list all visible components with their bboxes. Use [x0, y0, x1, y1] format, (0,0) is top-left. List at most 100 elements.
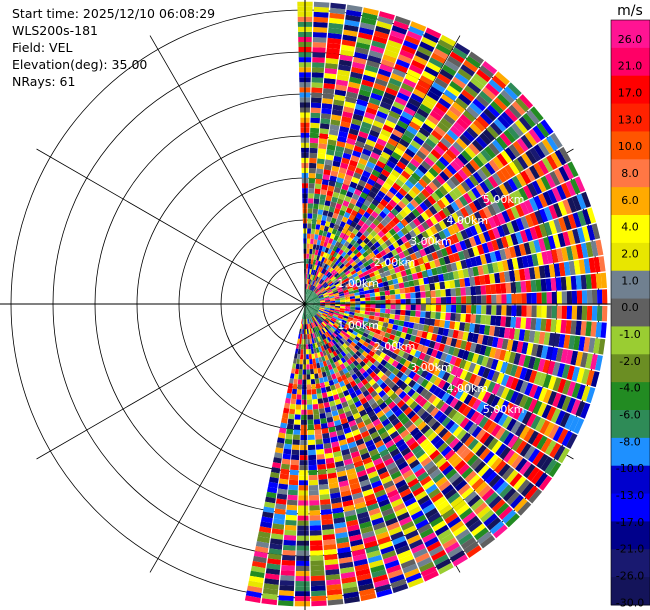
gate-cell [514, 119, 528, 134]
gate-cell [361, 430, 370, 439]
gate-cell [305, 301, 310, 304]
gate-cell [369, 364, 377, 372]
gate-cell [416, 330, 423, 338]
gate-cell [417, 79, 431, 90]
gate-cell [498, 506, 513, 520]
gate-cell [532, 357, 541, 371]
gate-cell [508, 404, 519, 418]
gate-cell [350, 280, 357, 286]
gate-cell [308, 485, 319, 491]
gate-cell [376, 177, 385, 186]
gate-cell [402, 469, 414, 480]
gate-cell [490, 424, 502, 437]
gate-cell [340, 306, 346, 309]
gate-cell [377, 238, 385, 246]
gate-cell [361, 350, 369, 358]
gate-cell [320, 418, 327, 424]
gate-cell [311, 353, 316, 359]
gate-cell [309, 306, 315, 309]
gate-cell [309, 305, 315, 307]
gate-cell [305, 283, 307, 289]
gate-cell [412, 373, 421, 382]
gate-cell [382, 254, 390, 261]
gate-cell [349, 534, 362, 542]
gate-cell [335, 460, 345, 468]
gate-cell [373, 164, 383, 173]
gate-cell [324, 276, 329, 282]
gate-cell [553, 168, 565, 184]
gate-cell [399, 382, 408, 391]
gate-cell [392, 68, 406, 78]
gate-cell [363, 199, 372, 207]
gate-cell [381, 234, 389, 243]
gate-cell [399, 49, 415, 60]
gate-cell [362, 170, 371, 178]
gate-cell [307, 294, 310, 300]
gate-cell [324, 308, 330, 311]
gate-cell [286, 392, 292, 399]
gate-cell [411, 208, 421, 218]
gate-cell [401, 520, 415, 531]
gate-cell [324, 559, 339, 566]
gate-cell [350, 341, 357, 348]
gate-cell [410, 158, 421, 168]
gate-cell [400, 416, 410, 426]
gate-cell [362, 457, 373, 465]
gate-cell [410, 427, 420, 437]
gate-cell [371, 517, 385, 526]
ray-23 [305, 207, 597, 304]
gate-cell [305, 304, 310, 307]
gate-cell [560, 349, 569, 364]
gate-cell [344, 596, 360, 604]
gate-cell [352, 360, 360, 367]
gate-cell [316, 449, 325, 455]
gate-cell [408, 505, 422, 516]
gate-cell [527, 182, 538, 197]
gate-cell [531, 292, 537, 305]
gate-cell [431, 163, 443, 174]
gate-cell [415, 298, 421, 305]
gate-cell [285, 397, 291, 404]
gate-cell [532, 125, 546, 141]
gate-cell [333, 223, 340, 231]
gate-cell [358, 583, 374, 592]
gate-cell [312, 310, 317, 315]
gate-cell [481, 295, 487, 305]
gate-cell [581, 385, 591, 402]
gate-cell [344, 247, 350, 254]
gate-cell [505, 375, 515, 389]
gate-cell [462, 268, 470, 278]
gate-cell [409, 400, 419, 410]
gate-cell [376, 138, 387, 147]
gate-cell [330, 285, 336, 290]
gate-cell [459, 114, 473, 126]
gate-cell [341, 265, 347, 271]
gate-cell [311, 285, 315, 291]
gate-cell [294, 419, 301, 425]
gate-cell [324, 318, 330, 323]
gate-cell [348, 344, 354, 350]
gate-cell [446, 109, 459, 122]
gate-cell [408, 322, 415, 329]
gate-cell [315, 304, 321, 306]
gate-cell [429, 235, 438, 244]
gate-cell [333, 330, 339, 336]
gate-cell [474, 461, 487, 474]
gate-cell [323, 549, 337, 556]
gate-cell [425, 27, 442, 39]
gate-cell [455, 528, 471, 541]
gate-cell [305, 324, 307, 330]
gate-cell [336, 327, 343, 332]
gate-cell [406, 327, 413, 335]
gate-cell [308, 307, 312, 312]
gate-cell [567, 230, 576, 245]
gate-cell [334, 281, 340, 286]
gate-cell [600, 322, 607, 338]
gate-cell [462, 405, 472, 417]
gate-cell [322, 432, 330, 439]
ray-12 [305, 61, 498, 304]
gate-cell [430, 492, 444, 503]
gate-cell [287, 499, 298, 506]
gate-cell [370, 431, 380, 440]
gate-cell [326, 390, 333, 397]
